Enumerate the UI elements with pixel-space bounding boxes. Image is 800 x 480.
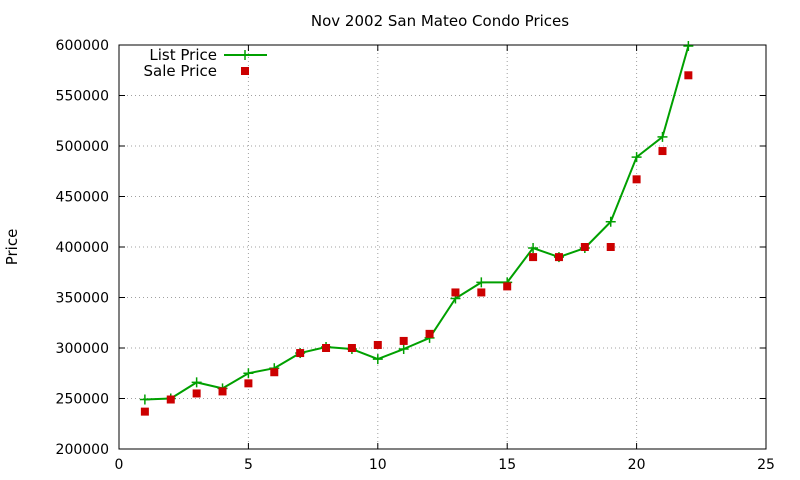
list-price-point — [683, 41, 694, 52]
sale-price-point — [503, 282, 512, 291]
list-price-point — [657, 131, 668, 142]
chart-title: Nov 2002 San Mateo Condo Prices — [311, 12, 569, 30]
legend-label: Sale Price — [144, 62, 217, 80]
y-tick-label: 250000 — [56, 392, 109, 408]
list-price-point — [372, 354, 383, 365]
plot-area-border — [118, 44, 767, 450]
sale-price-point — [296, 349, 305, 358]
list-price-point — [191, 377, 202, 388]
sale-price-point — [399, 336, 408, 345]
list-price-point — [631, 152, 642, 163]
legend-item-sale-price: Sale Price — [144, 62, 249, 80]
sale-price-point — [244, 379, 253, 388]
list-price-point — [139, 394, 150, 405]
axis-ticks: 0 5 10 15 20 25 200000 250000 300000 350000 400000… — [56, 38, 775, 473]
list-price-point — [605, 216, 616, 227]
legend-label: List Price — [149, 46, 217, 64]
list-price-point — [476, 277, 487, 288]
x-tick-label: 25 — [757, 457, 775, 473]
series-layer — [139, 41, 694, 416]
x-tick-label: 20 — [628, 457, 646, 473]
y-tick-label: 500000 — [56, 139, 109, 155]
sale-price-point — [580, 243, 589, 251]
x-tick-label: 10 — [369, 457, 387, 473]
y-tick-label: 300000 — [56, 341, 109, 357]
y-tick-label: 400000 — [56, 240, 109, 256]
x-tick-label: 15 — [498, 457, 516, 473]
sale-price-point — [554, 253, 563, 262]
list-price-point — [243, 368, 254, 379]
y-tick-label: 450000 — [56, 190, 109, 206]
legend-swatch-marker — [240, 50, 250, 60]
sale-price-point — [477, 288, 486, 297]
list-price-line — [144, 45, 690, 401]
sale-price-point — [658, 147, 667, 156]
sale-price-point — [347, 344, 356, 352]
sale-price-point — [684, 71, 693, 80]
sale-price-series — [140, 71, 693, 416]
sale-price-point — [451, 288, 460, 297]
sale-price-point — [632, 175, 641, 184]
sale-price-point — [529, 253, 538, 262]
x-tick-label: 0 — [115, 457, 124, 473]
list-price-point — [398, 344, 409, 355]
sale-price-point — [192, 389, 201, 398]
y-tick-label: 550000 — [56, 89, 109, 105]
grid-lines — [119, 45, 766, 449]
list-price-series — [139, 41, 694, 405]
sale-price-point — [606, 243, 615, 251]
sale-price-point — [218, 387, 227, 396]
sale-price-point — [425, 329, 434, 338]
y-tick-label: 600000 — [56, 38, 109, 54]
legend-swatch-marker — [241, 67, 249, 75]
sale-price-point — [166, 395, 175, 404]
x-tick-label: 5 — [244, 457, 253, 473]
y-tick-label: 350000 — [56, 291, 109, 307]
legend-item-list-price: List Price — [149, 46, 267, 64]
list-price-point — [528, 243, 539, 254]
sale-price-point — [140, 407, 149, 416]
sale-price-point — [373, 340, 382, 349]
sale-price-point — [270, 368, 279, 377]
y-axis-label: Price — [3, 229, 21, 266]
sale-price-point — [322, 344, 331, 352]
y-tick-label: 200000 — [56, 442, 109, 458]
